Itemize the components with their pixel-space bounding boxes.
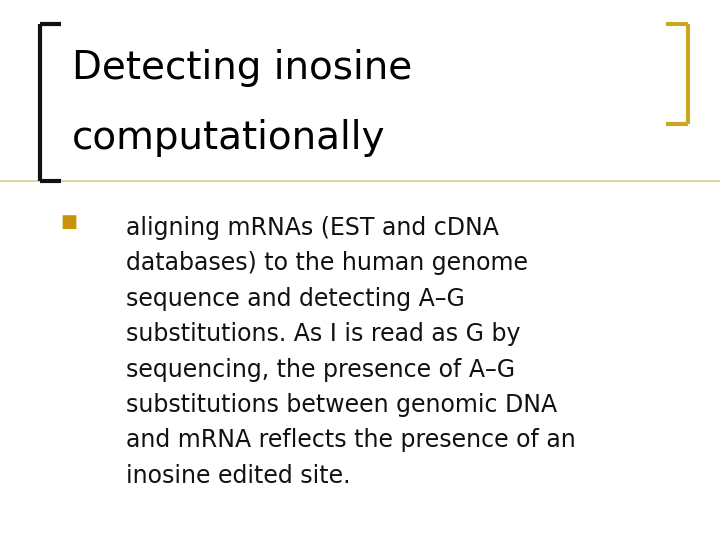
Text: computationally: computationally <box>72 119 385 157</box>
Text: aligning mRNAs (EST and cDNA
databases) to the human genome
sequence and detecti: aligning mRNAs (EST and cDNA databases) … <box>126 216 576 488</box>
Text: Detecting inosine: Detecting inosine <box>72 49 413 86</box>
Text: ■: ■ <box>60 213 77 231</box>
